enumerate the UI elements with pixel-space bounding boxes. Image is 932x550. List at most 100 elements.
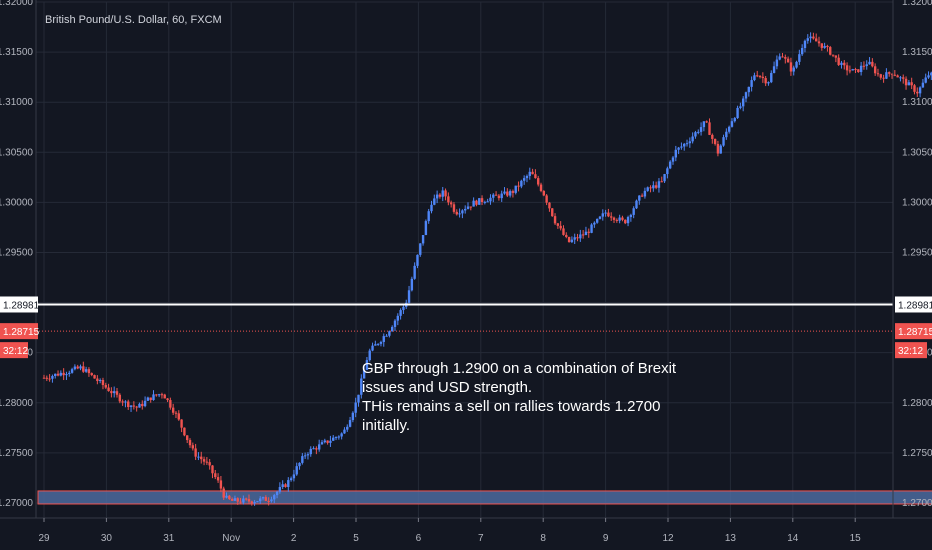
candle-body [699, 127, 703, 132]
candle-body [222, 488, 225, 498]
candle-body [663, 174, 666, 182]
candle-body [163, 394, 166, 399]
candle-body [441, 190, 444, 197]
candle-body [70, 369, 74, 373]
time-tick-label: 2 [291, 533, 297, 544]
candle-body [45, 377, 49, 379]
candle-body [360, 378, 363, 395]
price-tag-right-label: 1.28981 [898, 300, 932, 311]
price-tick-left: 1.31000 [0, 97, 33, 108]
candle-body [815, 38, 818, 42]
candle-body [873, 66, 877, 74]
candle-body [287, 480, 290, 488]
candle-body [301, 456, 304, 463]
candle-body [480, 198, 484, 203]
candle-body [845, 65, 849, 71]
candle-body [820, 43, 824, 48]
candle-body [472, 200, 475, 207]
candle-body [859, 65, 863, 73]
candle-body [433, 198, 436, 205]
price-tick-left: 1.32000 [0, 0, 33, 8]
candle-body [458, 213, 461, 215]
candle-body [520, 180, 523, 187]
candle-body [497, 195, 501, 199]
candle-body [899, 77, 902, 79]
candle-body [452, 204, 456, 212]
chart-annotation[interactable]: GBP through 1.2900 on a combination of B… [362, 360, 677, 434]
candle-body [848, 70, 852, 72]
candle-body [332, 437, 335, 441]
candle-body [668, 161, 672, 169]
price-tag-left-label: 1.28715 [3, 327, 40, 338]
candle-body [76, 366, 79, 369]
candle-body [208, 462, 211, 466]
candle-body [829, 47, 832, 55]
candle-body [368, 350, 371, 361]
candle-body [475, 200, 478, 205]
candle-body [135, 406, 138, 408]
candle-body [764, 78, 767, 84]
candle-body [438, 194, 442, 197]
candle-body [211, 465, 214, 474]
candle-body [775, 59, 779, 67]
time-tick-label: 13 [725, 533, 737, 544]
candle-body [534, 174, 537, 179]
candle-body [677, 147, 680, 150]
candle-body [374, 344, 377, 346]
candle-body [837, 57, 840, 65]
candle-body [306, 454, 310, 456]
candle-body [96, 378, 99, 382]
candle-body [910, 82, 913, 86]
candle-body [753, 75, 756, 81]
candle-body [65, 373, 68, 376]
candle-body [525, 175, 529, 179]
candle-body [907, 82, 911, 86]
candle-body [186, 435, 189, 441]
candle-body [62, 372, 65, 376]
candle-body [309, 448, 312, 455]
candle-body [466, 206, 470, 209]
annotation-line: initially. [362, 417, 410, 434]
candle-body [157, 394, 161, 396]
candle-body [834, 55, 838, 58]
candle-body [216, 477, 220, 481]
candle-body [890, 73, 894, 75]
support-zone[interactable] [37, 490, 932, 505]
candle-body [893, 74, 897, 76]
candle-body [115, 391, 119, 395]
candle-body [270, 499, 273, 502]
candle-body [646, 187, 649, 191]
annotation-line: THis remains a sell on rallies towards 1… [362, 398, 660, 415]
candle-body [444, 190, 447, 197]
candle-body [840, 62, 843, 65]
candle-body [160, 394, 164, 396]
time-tick-label: 29 [38, 533, 50, 544]
candle-body [337, 436, 341, 438]
candle-body [727, 126, 731, 132]
candle-body [719, 145, 722, 154]
candle-body [42, 377, 46, 379]
candle-body [786, 58, 790, 63]
price-tick-left: 1.30000 [0, 197, 33, 208]
candle-body [155, 394, 158, 396]
candle-body [253, 501, 256, 504]
candle-body [343, 429, 346, 434]
candle-body [214, 473, 217, 478]
candle-body [545, 195, 548, 203]
time-axis[interactable]: 29 30 31 Nov 2 5 6 7 8 9 12 13 14 15 [0, 517, 932, 544]
candle-body [503, 191, 506, 194]
candle-body [104, 385, 107, 388]
candle-body [59, 372, 63, 376]
candle-body [879, 74, 882, 78]
price-tick-right: 1.31000 [902, 97, 932, 108]
candle-body [247, 498, 251, 502]
candle-body [921, 82, 925, 88]
candle-body [261, 497, 265, 499]
candle-body [621, 217, 624, 220]
countdown-tag-left [0, 342, 28, 359]
candle-body [716, 143, 720, 154]
candle-body [511, 191, 515, 193]
candle-body [171, 407, 175, 413]
